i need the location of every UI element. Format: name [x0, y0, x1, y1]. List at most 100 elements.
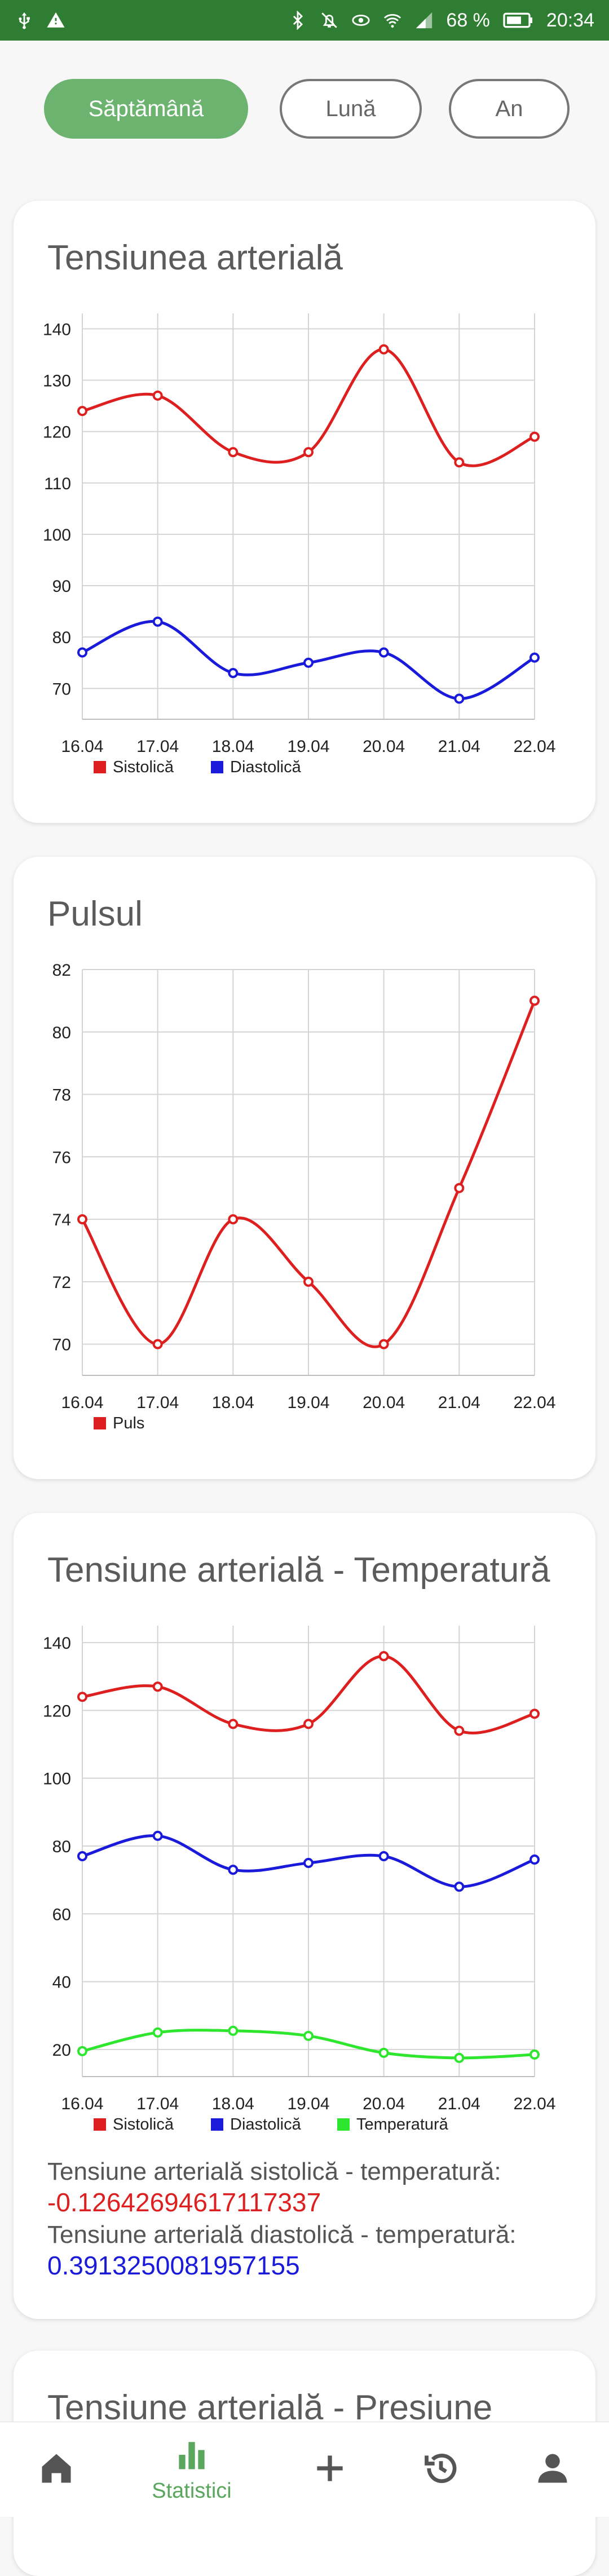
y-tick-label: 72	[52, 1273, 71, 1292]
y-tick-label: 100	[43, 1770, 71, 1789]
corr-diastolic-label: Tensiune arterială diastolică - temperat…	[47, 2221, 517, 2249]
data-point	[378, 1851, 389, 1862]
y-tick-label: 120	[43, 1702, 71, 1720]
x-tick-label: 16.04	[61, 1393, 103, 1412]
y-tick-label: 110	[44, 475, 71, 493]
bp-temperature-card: Tensiune arterială - Temperatură 20 40 60 8…	[14, 1513, 595, 2319]
y-tick-label: 82	[52, 961, 71, 980]
legend-swatch	[337, 2118, 350, 2131]
data-point	[77, 1692, 87, 1702]
data-point	[454, 1183, 465, 1193]
data-point	[152, 1339, 163, 1349]
y-tick-label: 100	[43, 526, 71, 545]
clock: 20:34	[546, 9, 594, 31]
plus-icon	[311, 2449, 349, 2490]
wifi-icon	[383, 11, 402, 30]
data-point	[228, 447, 239, 458]
x-tick-label: 21.04	[438, 737, 480, 756]
data-point	[77, 406, 87, 417]
x-tick-label: 21.04	[438, 1393, 480, 1412]
x-tick-label: 22.04	[513, 1393, 555, 1412]
data-point	[228, 1865, 239, 1875]
y-tick-label: 140	[43, 320, 71, 339]
chart-svg: 70 72 74 76 78 80 82 16.04 17.04 18.04 19.04 20.04 2…	[52, 961, 556, 1432]
data-point	[454, 1725, 465, 1736]
data-point	[529, 431, 540, 442]
data-point	[303, 447, 314, 458]
legend-swatch	[94, 2118, 106, 2131]
warning-icon	[46, 11, 65, 30]
signal-icon	[414, 11, 434, 30]
legend-label: Sistolică	[113, 758, 174, 776]
y-tick-label: 70	[52, 1336, 71, 1355]
legend-label: Diastolică	[230, 2115, 302, 2134]
x-tick-label: 16.04	[61, 737, 103, 756]
y-tick-label: 70	[52, 680, 71, 698]
nav-statistics-label: Statistici	[152, 2479, 232, 2503]
legend-swatch	[94, 1417, 106, 1429]
data-point	[529, 2049, 540, 2060]
legend-label: Sistolică	[113, 2115, 174, 2134]
y-tick-label: 40	[52, 1973, 71, 1992]
filter-week-button[interactable]: Săptămână	[44, 79, 248, 139]
battery-percent: 68 %	[446, 9, 490, 31]
data-point	[152, 616, 163, 627]
battery-icon	[502, 11, 534, 30]
corr-systolic-value: -0.12642694617117337	[47, 2188, 321, 2217]
y-tick-label: 80	[52, 628, 71, 647]
legend-label: Puls	[113, 1414, 144, 1432]
data-point	[454, 2052, 465, 2063]
data-point	[228, 1719, 239, 1729]
y-tick-label: 120	[43, 423, 71, 442]
y-tick-label: 80	[52, 1024, 71, 1042]
y-tick-label: 90	[52, 577, 71, 596]
nav-profile[interactable]	[519, 2422, 586, 2517]
data-point	[152, 1830, 163, 1841]
bar-chart-icon	[173, 2436, 211, 2477]
bottom-navigation: Statistici	[0, 2422, 609, 2517]
card-title: Tensiune arterială - Presiune	[47, 2388, 493, 2427]
y-tick-label: 74	[52, 1211, 71, 1229]
x-tick-label: 20.04	[363, 737, 405, 756]
corr-diastolic-value: 0.3913250081957155	[47, 2251, 300, 2280]
nav-history[interactable]	[407, 2422, 475, 2517]
x-tick-label: 19.04	[287, 1393, 329, 1412]
filter-month-button[interactable]: Lună	[280, 79, 422, 139]
data-point	[228, 1214, 239, 1225]
data-point	[77, 2046, 87, 2056]
card-title: Tensiune arterială - Temperatură	[47, 1551, 550, 1590]
card-title: Tensiunea arterială	[47, 238, 343, 277]
mute-icon	[320, 11, 339, 30]
x-tick-label: 21.04	[438, 2095, 480, 2113]
data-point	[152, 2027, 163, 2038]
data-point	[77, 647, 87, 658]
x-tick-label: 22.04	[513, 2095, 555, 2113]
data-point	[378, 2047, 389, 2058]
data-point	[454, 457, 465, 468]
corr-systolic-label: Tensiune arterială sistolică - temperatu…	[47, 2158, 501, 2185]
nav-add[interactable]	[296, 2422, 364, 2517]
data-point	[152, 1681, 163, 1692]
data-point	[529, 1709, 540, 1719]
history-icon	[422, 2449, 460, 2490]
data-point	[303, 1276, 314, 1287]
y-tick-label: 78	[52, 1086, 71, 1105]
y-tick-label: 140	[43, 1634, 71, 1653]
x-tick-label: 17.04	[136, 737, 179, 756]
data-point	[303, 657, 314, 668]
x-tick-label: 20.04	[363, 1393, 405, 1412]
x-tick-label: 18.04	[212, 737, 254, 756]
data-point	[454, 693, 465, 704]
data-point	[378, 647, 389, 658]
x-tick-label: 19.04	[287, 737, 329, 756]
pulse-card: Pulsul 70 72 74 76 78 80 82 16.04 17.04 18.04 19.0…	[14, 857, 595, 1479]
nav-home[interactable]	[23, 2422, 90, 2517]
usb-icon	[15, 11, 34, 30]
data-point	[228, 667, 239, 678]
data-point	[378, 1339, 389, 1349]
filter-year-button[interactable]: An	[449, 79, 570, 139]
x-tick-label: 19.04	[287, 2095, 329, 2113]
legend-swatch	[211, 2118, 223, 2131]
nav-statistics[interactable]: Statistici	[130, 2422, 254, 2517]
data-point	[529, 995, 540, 1006]
